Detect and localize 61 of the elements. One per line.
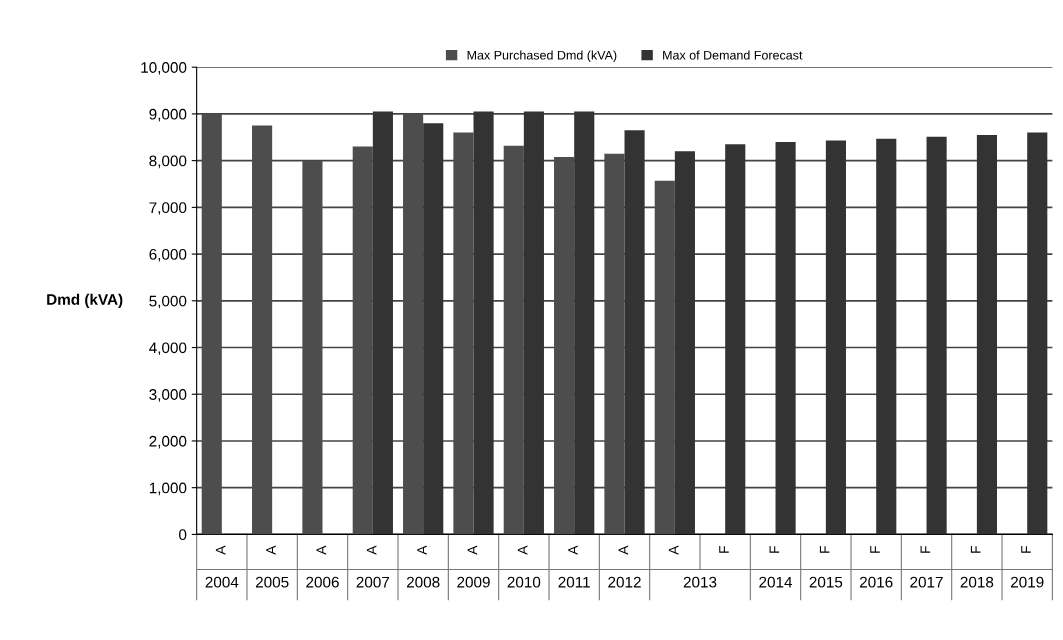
y-tick-label: 6,000 (149, 248, 187, 262)
y-tick-label: 5,000 (149, 295, 187, 309)
text: 2010 (507, 576, 541, 588)
bar (725, 144, 746, 535)
text: 2011 (558, 576, 590, 588)
y-tick-label: 1,000 (149, 482, 187, 496)
y-tick-label: 7,000 (149, 202, 187, 215)
bar (976, 134, 997, 535)
x-tick-label: A (668, 545, 679, 555)
text: 2008 (406, 576, 440, 588)
bar (876, 138, 897, 535)
bar (926, 136, 947, 535)
legend-label: Max of Demand Forecast (663, 50, 803, 60)
bar (624, 130, 645, 535)
y-tick-label: 9,000 (149, 108, 187, 122)
text: 2004 (205, 576, 239, 588)
x-tick-label: A (366, 545, 377, 555)
y-tick-label: 3,000 (149, 389, 187, 402)
x-tick-label: F (719, 546, 729, 553)
text: 2016 (859, 576, 893, 588)
x-tick-label: F (819, 546, 830, 553)
y-tick-label: 0 (179, 529, 187, 541)
x-tick-label: A (568, 545, 578, 555)
x-tick-label: A (517, 545, 528, 555)
text: 2013 (683, 576, 717, 588)
bar (473, 111, 494, 535)
text: 2009 (457, 576, 490, 588)
bar (825, 140, 846, 535)
text: 2006 (306, 576, 339, 588)
bar (574, 111, 595, 535)
text: 2019 (1010, 576, 1044, 588)
legend-label: Max Purchased Dmd (kVA) (467, 50, 617, 63)
text: 2017 (910, 576, 943, 588)
x-tick-label: F (870, 546, 880, 553)
x-tick-label: F (769, 546, 780, 553)
bar (674, 151, 695, 535)
text: 2014 (759, 576, 793, 588)
y-tick-label: 10,000 (141, 62, 187, 75)
x-tick-label: A (266, 545, 276, 555)
x-tick-label: A (618, 545, 629, 555)
text: 2018 (960, 576, 994, 588)
y-tick-label: 4,000 (149, 342, 187, 356)
x-tick-label: F (970, 546, 981, 553)
x-tick-label: F (1021, 546, 1031, 553)
bar (372, 111, 393, 535)
x-tick-label: A (316, 545, 327, 555)
bar (523, 111, 544, 535)
y-tick-label: 8,000 (149, 155, 187, 169)
y-tick-label: 2,000 (149, 435, 187, 449)
bar (1027, 132, 1048, 535)
text: 2007 (356, 576, 390, 588)
text: 2012 (608, 576, 641, 588)
bar (775, 141, 796, 535)
y-axis-title: Dmd (kVA) (47, 293, 123, 308)
x-tick-label: A (215, 545, 226, 555)
text: 2005 (255, 576, 289, 588)
text: 2015 (809, 576, 843, 588)
x-tick-label: A (467, 545, 478, 555)
bar (423, 123, 444, 535)
x-tick-label: F (920, 546, 931, 553)
x-tick-label: A (417, 545, 427, 555)
